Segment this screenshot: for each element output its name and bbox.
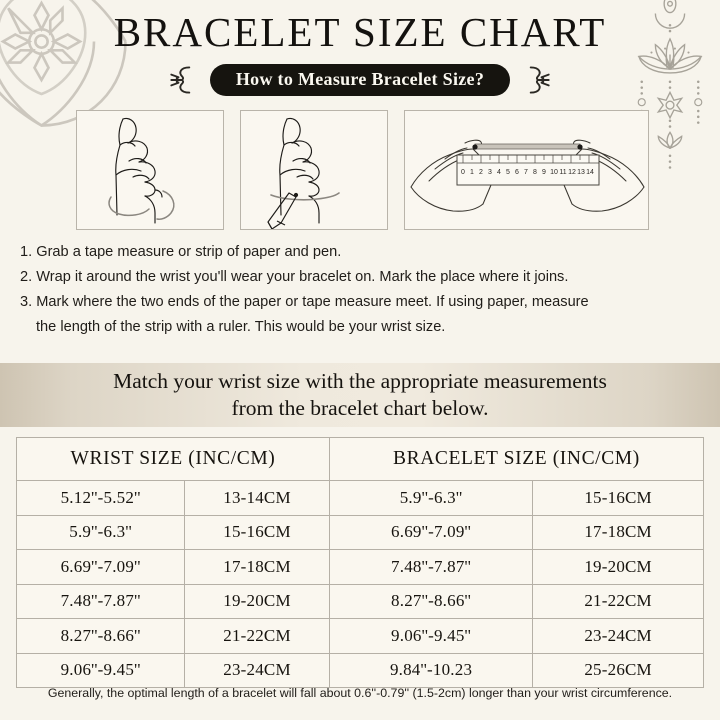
table-row: 5.9''-6.3'' 15-16CM 6.69''-7.09'' 17-18C…	[15, 514, 704, 550]
hand-fist-icon	[108, 117, 175, 224]
cell-wrist-cm: 21-22CM	[184, 618, 330, 654]
cell-wrist-inch: 9.06''-9.45''	[15, 652, 186, 688]
svg-text:10: 10	[550, 169, 558, 176]
svg-text:5: 5	[506, 169, 510, 176]
svg-text:9: 9	[542, 169, 546, 176]
svg-text:13: 13	[577, 169, 585, 176]
table-row: 6.69''-7.09'' 17-18CM 7.48''-7.87'' 19-2…	[15, 549, 704, 585]
how-to-measure-badge: How to Measure Bracelet Size?	[209, 63, 511, 97]
table-row: 8.27''-8.66'' 21-22CM 9.06''-9.45'' 23-2…	[15, 618, 704, 654]
page-title: BRACELET SIZE CHART	[113, 9, 607, 55]
svg-text:12: 12	[568, 169, 576, 176]
banner-line-2: from the bracelet chart below.	[231, 396, 489, 420]
cell-bracelet-inch: 9.06''-9.45''	[328, 618, 534, 654]
cell-bracelet-inch: 9.84''-10.23	[328, 652, 534, 688]
table-row: 5.12''-5.52'' 13-14CM 5.9''-6.3'' 15-16C…	[15, 480, 704, 516]
hand-pen-icon	[267, 117, 340, 229]
svg-text:0: 0	[461, 169, 465, 176]
cell-wrist-inch: 5.12''-5.52''	[15, 480, 186, 516]
cell-wrist-cm: 19-20CM	[184, 583, 330, 619]
cell-wrist-cm: 15-16CM	[184, 514, 330, 550]
cell-wrist-inch: 6.69''-7.09''	[15, 549, 186, 585]
cell-wrist-inch: 7.48''-7.87''	[15, 583, 186, 619]
table-header-row: WRIST SIZE (INC/CM) BRACELET SIZE (INC/C…	[16, 437, 705, 481]
cell-wrist-inch: 5.9''-6.3''	[15, 514, 186, 550]
cell-bracelet-cm: 25-26CM	[532, 652, 704, 688]
step-2: 2. Wrap it around the wrist you'll wear …	[20, 269, 569, 285]
cell-wrist-inch: 8.27''-8.66''	[15, 618, 186, 654]
cell-wrist-cm: 23-24CM	[184, 652, 330, 688]
svg-text:2: 2	[479, 169, 483, 176]
svg-text:7: 7	[524, 169, 528, 176]
cell-bracelet-inch: 7.48''-7.87''	[328, 549, 534, 585]
cell-bracelet-inch: 6.69''-7.09''	[328, 514, 534, 550]
header-wrist-size: WRIST SIZE (INC/CM)	[16, 437, 330, 481]
illustration-panel-2	[240, 110, 388, 230]
step-1: 1. Grab a tape measure or strip of paper…	[20, 244, 342, 260]
table-row: 7.48''-7.87'' 19-20CM 8.27''-8.66'' 21-2…	[15, 583, 704, 619]
svg-text:6: 6	[515, 169, 519, 176]
svg-text:4: 4	[497, 169, 501, 176]
svg-text:1: 1	[470, 169, 474, 176]
cell-bracelet-cm: 23-24CM	[532, 618, 704, 654]
svg-text:14: 14	[586, 169, 594, 176]
cell-wrist-cm: 17-18CM	[184, 549, 330, 585]
step-3-continued: the length of the strip with a ruler. Th…	[36, 319, 446, 335]
table-body: 5.12''-5.52'' 13-14CM 5.9''-6.3'' 15-16C…	[15, 480, 704, 688]
banner-line-1: Match your wrist size with the appropria…	[113, 369, 607, 393]
badge-row: How to Measure Bracelet Size?	[0, 62, 720, 98]
cell-bracelet-cm: 19-20CM	[532, 549, 704, 585]
svg-text:11: 11	[559, 169, 566, 176]
size-chart-table: WRIST SIZE (INC/CM) BRACELET SIZE (INC/C…	[15, 437, 705, 688]
svg-text:3: 3	[488, 169, 492, 176]
footnote: Generally, the optimal length of a brace…	[47, 686, 673, 700]
step-3: 3. Mark where the two ends of the paper …	[20, 294, 589, 310]
swirl-flourish-icon	[529, 66, 550, 94]
cell-wrist-cm: 13-14CM	[184, 480, 330, 516]
cell-bracelet-inch: 8.27''-8.66''	[328, 583, 534, 619]
svg-text:8: 8	[533, 169, 537, 176]
cell-bracelet-cm: 15-16CM	[532, 480, 704, 516]
cell-bracelet-cm: 17-18CM	[532, 514, 704, 550]
measurement-steps: 1. Grab a tape measure or strip of paper…	[20, 240, 704, 340]
swirl-flourish-icon	[170, 66, 191, 94]
illustration-panel-1	[76, 110, 224, 230]
cell-bracelet-cm: 21-22CM	[532, 583, 704, 619]
cell-bracelet-inch: 5.9''-6.3''	[328, 480, 534, 516]
table-row: 9.06''-9.45'' 23-24CM 9.84''-10.23 25-26…	[15, 652, 704, 688]
header-bracelet-size: BRACELET SIZE (INC/CM)	[328, 437, 705, 481]
match-size-banner: Match your wrist size with the appropria…	[0, 363, 720, 427]
